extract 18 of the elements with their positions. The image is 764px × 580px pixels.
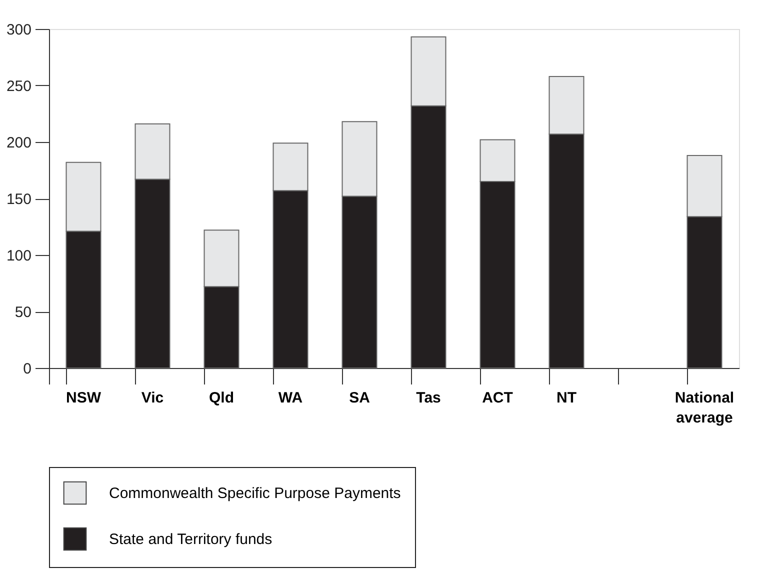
y-tick-label: 250 — [6, 78, 32, 95]
x-tick-label: SA — [349, 390, 370, 406]
x-tick-label: National average — [674, 390, 734, 426]
x-tick-label: ACT — [482, 390, 513, 406]
y-tick-label: 50 — [14, 304, 32, 321]
y-tick-label: 150 — [6, 191, 32, 208]
x-tick-label: Vic — [141, 390, 164, 406]
legend-label: State and Territory funds — [109, 531, 272, 548]
y-tick-label: 200 — [6, 134, 32, 152]
y-tick-label: 0 — [23, 360, 32, 378]
x-tick-label: NT — [556, 390, 576, 406]
legend-label: Commonwealth Specific Purpose Payments — [109, 485, 401, 502]
y-tick-label: 300 — [6, 22, 32, 38]
x-tick-label: Qld — [209, 390, 234, 406]
x-tick-label: NSW — [66, 390, 102, 406]
x-tick-label: WA — [278, 390, 303, 406]
x-tick-label: Tas — [416, 390, 441, 406]
y-tick-label: 100 — [6, 248, 32, 264]
